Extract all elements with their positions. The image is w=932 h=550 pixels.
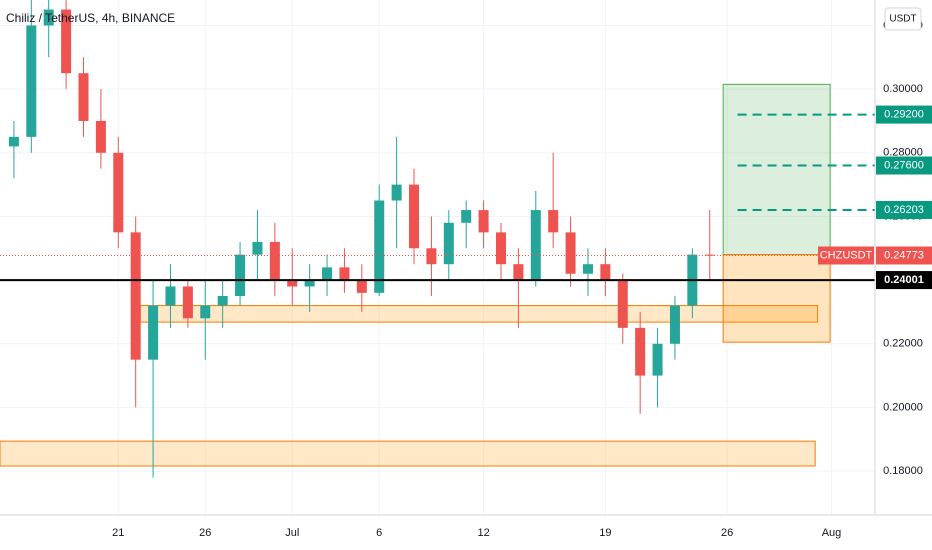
candle-body (78, 73, 89, 121)
currency-box (884, 7, 922, 31)
candle-body (235, 254, 246, 297)
candle-body (113, 152, 124, 233)
candle-body (182, 286, 193, 319)
y-tick-label: 0.20000 (883, 401, 923, 413)
candle-body (513, 264, 524, 281)
candle-body (478, 210, 489, 233)
candle-body (582, 264, 593, 274)
candle-body (443, 222, 454, 265)
x-tick-label: Aug (822, 527, 842, 539)
candle-body (200, 305, 211, 319)
candle-body (61, 9, 72, 74)
candle-body (287, 280, 298, 287)
candle-body (8, 136, 19, 147)
candle-body (391, 184, 402, 201)
price-label-box (876, 200, 932, 219)
candle-body (374, 200, 385, 293)
candle-body (217, 296, 228, 306)
candle-body (322, 267, 333, 281)
target-label: 0.29200 (884, 108, 924, 120)
x-tick-label: 26 (199, 527, 211, 539)
axes: 0.180000.200000.220000.240000.260000.280… (112, 7, 932, 539)
y-tick-label: 0.22000 (883, 338, 923, 350)
zone (139, 305, 819, 323)
price-label-box (876, 271, 932, 290)
last-price-label: 0.24773 (884, 249, 924, 261)
symbol-label: CHZUSDT (820, 249, 873, 261)
target-label: 0.26203 (884, 204, 924, 216)
y-tick-label: 0.30000 (883, 83, 923, 95)
loss-area (722, 254, 831, 343)
candle-body (165, 286, 176, 306)
candle-body (461, 210, 472, 223)
price-label-box (876, 246, 932, 265)
zone (0, 440, 816, 467)
candle-body (565, 232, 576, 274)
candle-body (148, 305, 159, 360)
candle-body (339, 267, 350, 281)
price-label-box (876, 105, 932, 124)
candle-body (252, 241, 263, 255)
currency-label: USDT (889, 14, 916, 25)
candle-body (617, 280, 628, 328)
y-tick-label: 0.28000 (883, 147, 923, 159)
candle-body (26, 25, 37, 137)
candle-body (704, 254, 715, 256)
candle-body (652, 343, 663, 376)
candle-body (269, 241, 280, 281)
price-label-box (876, 156, 932, 175)
candle-body (530, 210, 541, 281)
chart-title: Chiliz / TetherUS, 4h, BINANCE (6, 11, 175, 25)
y-tick-label: 0.18000 (883, 465, 923, 477)
candle-body (356, 280, 367, 293)
candle-body (130, 232, 141, 360)
x-tick-label: 6 (376, 527, 382, 539)
plot-area (0, 0, 875, 478)
candle-body (304, 280, 315, 287)
candle-body (426, 248, 437, 265)
x-tick-label: 26 (721, 527, 733, 539)
profit-area (722, 83, 831, 256)
x-tick-label: 19 (599, 527, 611, 539)
candle-body (95, 120, 106, 153)
x-tick-label: Jul (285, 527, 299, 539)
candle-body (548, 210, 559, 233)
candle-body (669, 305, 680, 344)
x-tick-label: 12 (477, 527, 489, 539)
target-label: 0.27600 (884, 159, 924, 171)
support-label: 0.24001 (884, 274, 924, 286)
candle-body (600, 264, 611, 281)
symbol-label-box (818, 246, 874, 265)
candle-body (495, 232, 506, 265)
x-tick-label: 21 (112, 527, 124, 539)
candle-body (409, 184, 420, 249)
candle-body (43, 9, 54, 26)
candle-body (635, 327, 646, 376)
